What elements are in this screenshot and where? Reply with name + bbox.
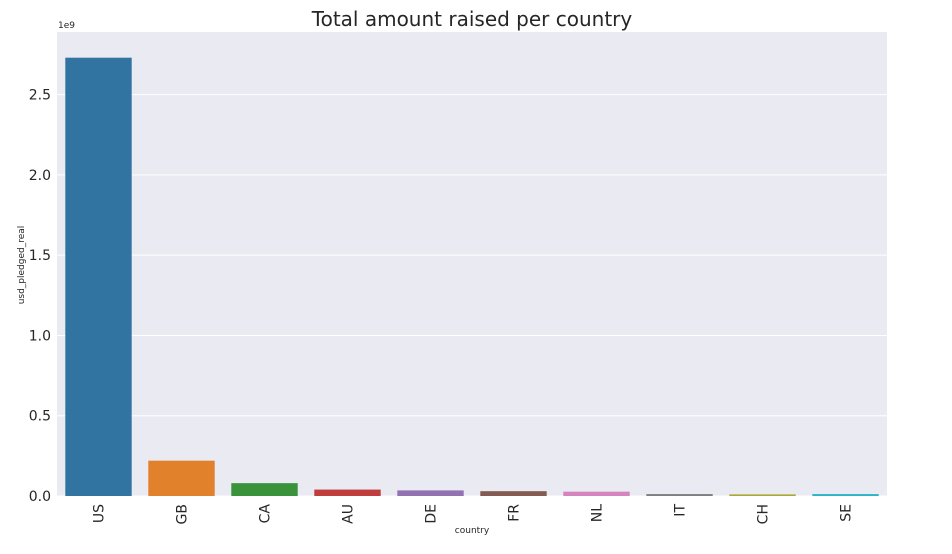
x-tick-label-fr: FR [507, 504, 523, 522]
x-axis-ticks: US GB CA AU DE FR NL IT CH SE [92, 504, 855, 525]
x-tick-label-se: SE [839, 504, 855, 522]
bar-ca [231, 483, 298, 496]
bar-se [812, 494, 879, 496]
y-axis-label: usd_pledged_real [17, 226, 27, 305]
x-axis-label: country [455, 526, 490, 536]
y-tick-label: 0.0 [29, 489, 51, 505]
bar-fr [480, 491, 547, 496]
bar-it [646, 494, 713, 496]
x-tick-label-de: DE [424, 504, 440, 524]
chart-title: Total amount raised per country [311, 7, 633, 31]
x-tick-label-gb: GB [175, 504, 191, 524]
y-scale-offset-label: 1e9 [58, 21, 75, 31]
y-tick-label: 1.5 [29, 248, 51, 264]
x-tick-label-ch: CH [756, 504, 772, 524]
y-tick-label: 1.0 [29, 328, 51, 344]
bar-us [65, 57, 132, 497]
bar-gb [148, 460, 215, 496]
x-tick-label-nl: NL [590, 504, 606, 522]
y-tick-label: 2.0 [29, 168, 51, 184]
y-axis-ticks: 0.0 0.5 1.0 1.5 2.0 2.5 [29, 88, 51, 505]
bar-nl [563, 491, 630, 496]
bar-ch [729, 494, 796, 496]
x-tick-label-it: IT [673, 504, 689, 517]
y-tick-label: 2.5 [29, 88, 51, 104]
bar-au [314, 489, 381, 496]
x-tick-label-us: US [92, 504, 108, 523]
plot-background [57, 32, 887, 496]
bars [65, 57, 879, 497]
x-tick-label-au: AU [341, 504, 357, 524]
x-tick-label-ca: CA [258, 504, 274, 524]
y-tick-label: 0.5 [29, 409, 51, 425]
bar-de [397, 490, 464, 496]
